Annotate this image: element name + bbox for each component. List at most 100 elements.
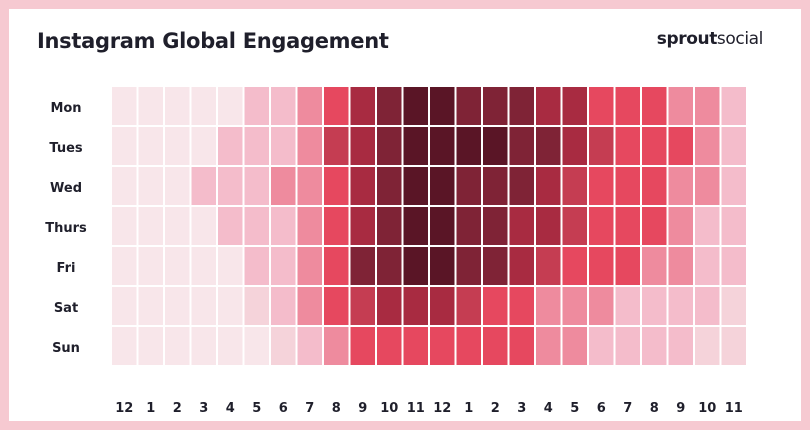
x-tick-label: 6: [597, 401, 606, 416]
heatmap-cell: [403, 167, 428, 205]
heatmap-cell: [350, 127, 375, 165]
x-tick-label: 5: [252, 401, 261, 416]
heatmap-cell: [642, 167, 667, 205]
heatmap-cell: [191, 87, 216, 125]
heatmap-cell: [297, 247, 322, 285]
heatmap-cell: [589, 207, 614, 245]
brand-logo-bold: sprout: [656, 29, 718, 49]
x-tick-label: 12: [433, 401, 451, 416]
heatmap-cell: [721, 127, 746, 165]
heatmap-cell: [244, 287, 269, 325]
heatmap-cell: [377, 327, 402, 365]
heatmap-cell: [483, 167, 508, 205]
heatmap-cell: [324, 287, 349, 325]
x-tick-label: 3: [517, 401, 526, 416]
heatmap-cell: [695, 87, 720, 125]
heatmap-cell: [244, 127, 269, 165]
heatmap-cell: [615, 167, 640, 205]
x-tick-label: 7: [305, 401, 314, 416]
heatmap-cell: [165, 167, 190, 205]
heatmap-cell: [509, 327, 534, 365]
heatmap-cell: [536, 287, 561, 325]
y-tick-label: Tues: [49, 141, 83, 156]
heatmap-cell: [218, 167, 243, 205]
heatmap-cell: [668, 327, 693, 365]
heatmap-cell: [509, 167, 534, 205]
heatmap-cell: [695, 127, 720, 165]
heatmap-cell: [244, 327, 269, 365]
heatmap-cell: [668, 247, 693, 285]
heatmap-cell: [377, 247, 402, 285]
heatmap-cell: [589, 327, 614, 365]
heatmap-cell: [589, 127, 614, 165]
x-tick-label: 5: [570, 401, 579, 416]
heatmap-cell: [403, 87, 428, 125]
heatmap-cell: [138, 327, 163, 365]
heatmap-cell: [271, 207, 296, 245]
heatmap-cell: [165, 127, 190, 165]
heatmap-cell: [191, 127, 216, 165]
heatmap-cell: [297, 287, 322, 325]
x-tick-label: 4: [226, 401, 235, 416]
heatmap-cell: [695, 287, 720, 325]
heatmap-cell: [615, 247, 640, 285]
chart-title: Instagram Global Engagement: [37, 29, 389, 53]
heatmap-cell: [297, 127, 322, 165]
heatmap-cell: [509, 287, 534, 325]
heatmap-cell: [536, 247, 561, 285]
heatmap-cell: [403, 247, 428, 285]
heatmap-cell: [483, 287, 508, 325]
heatmap-cell: [377, 87, 402, 125]
heatmap-cell: [218, 287, 243, 325]
heatmap-cell: [138, 287, 163, 325]
heatmap-cell: [536, 167, 561, 205]
heatmap-cell: [642, 327, 667, 365]
heatmap-cell: [642, 287, 667, 325]
heatmap-cell: [244, 87, 269, 125]
heatmap-cell: [562, 247, 587, 285]
heatmap-cell: [218, 247, 243, 285]
heatmap-cell: [350, 167, 375, 205]
heatmap-cell: [695, 167, 720, 205]
heatmap-cell: [138, 127, 163, 165]
heatmap-cell: [191, 167, 216, 205]
x-tick-label: 11: [725, 401, 743, 416]
heatmap-cell: [350, 207, 375, 245]
x-tick-label: 8: [650, 401, 659, 416]
x-tick-label: 10: [380, 401, 398, 416]
heatmap-cell: [509, 127, 534, 165]
heatmap-cell: [297, 87, 322, 125]
x-tick-label: 1: [464, 401, 473, 416]
heatmap-cell: [509, 207, 534, 245]
heatmap-cell: [642, 207, 667, 245]
heatmap-cell: [324, 127, 349, 165]
heatmap-cell: [271, 87, 296, 125]
heatmap-cell: [668, 167, 693, 205]
heatmap-cell: [668, 87, 693, 125]
heatmap-cell: [271, 247, 296, 285]
heatmap-cell: [589, 247, 614, 285]
heatmap-cell: [377, 207, 402, 245]
heatmap-cell: [297, 167, 322, 205]
heatmap-cell: [456, 207, 481, 245]
y-tick-label: Thurs: [45, 221, 87, 236]
x-tick-label: 9: [358, 401, 367, 416]
y-tick-label: Mon: [50, 101, 81, 116]
heatmap-cell: [377, 167, 402, 205]
heatmap-cell: [615, 127, 640, 165]
heatmap-cell: [430, 127, 455, 165]
heatmap-cell: [642, 87, 667, 125]
chart-card: Instagram Global Engagement sproutsocial…: [9, 9, 801, 421]
heatmap-cell: [271, 287, 296, 325]
heatmap-cell: [430, 287, 455, 325]
heatmap-cell: [695, 207, 720, 245]
heatmap-cell: [191, 287, 216, 325]
heatmap-cell: [589, 87, 614, 125]
heatmap-cell: [324, 247, 349, 285]
x-tick-label: 9: [676, 401, 685, 416]
x-tick-label: 2: [173, 401, 182, 416]
heatmap-cell: [112, 207, 137, 245]
heatmap-cell: [721, 87, 746, 125]
heatmap-cell: [218, 87, 243, 125]
